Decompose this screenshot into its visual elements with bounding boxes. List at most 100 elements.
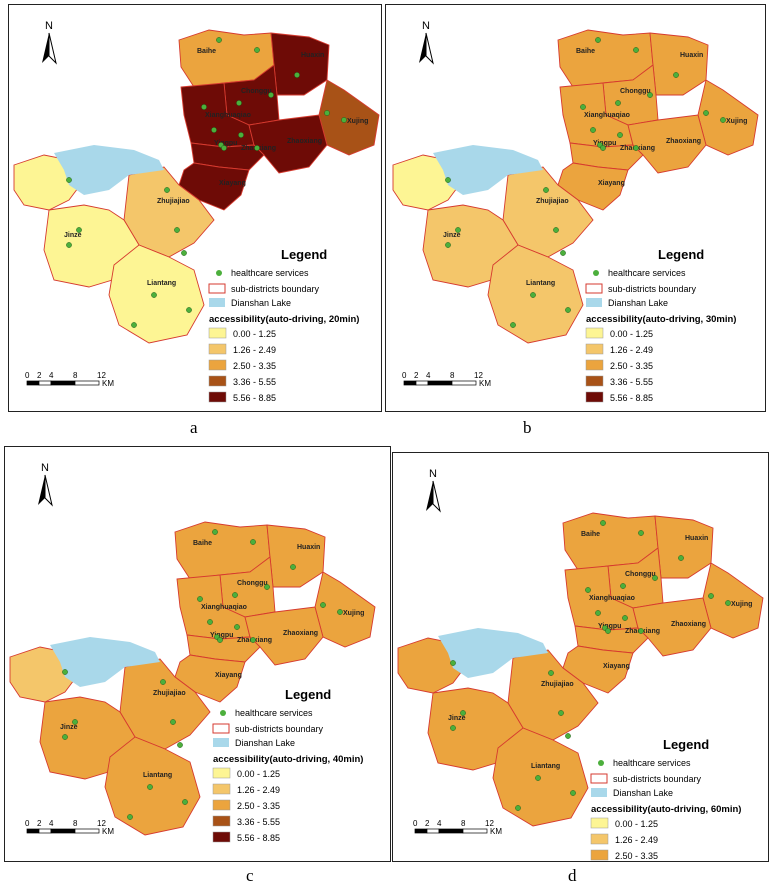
district-label: Xujing: [347, 118, 368, 125]
legend-boundary-label: sub-districts boundary: [235, 724, 324, 734]
district-label: Baihe: [576, 48, 595, 55]
scale-segment: [414, 828, 428, 834]
north-arrow-icon: [419, 32, 434, 65]
district-label: Baihe: [197, 48, 216, 55]
district-label: Yingpu: [210, 632, 233, 639]
scale-tick: 4: [437, 819, 442, 828]
legend-subtitle: accessibility(auto-driving, 60min): [591, 804, 741, 815]
legend-class-label: 2.50 - 3.35: [233, 361, 276, 371]
north-label: N: [41, 462, 49, 474]
healthcare-point: [147, 784, 153, 790]
healthcare-point: [232, 592, 238, 598]
district-xiayang: [562, 645, 634, 694]
dianshan-lake: [54, 145, 164, 195]
caption-b: b: [523, 418, 532, 437]
district-huaxin: [266, 524, 326, 588]
healthcare-point: [450, 660, 456, 666]
healthcare-point: [622, 615, 628, 621]
legend-title: Legend: [663, 737, 709, 752]
district-label: Chonggu: [237, 580, 268, 587]
district-label: Liantang: [143, 772, 172, 779]
legend-class-label: 5.56 - 8.85: [233, 393, 276, 403]
legend-healthcare-icon: [593, 270, 599, 276]
scale-segment: [74, 828, 100, 834]
healthcare-point: [341, 117, 347, 123]
healthcare-point: [590, 127, 596, 133]
legend-class-label: 3.36 - 5.55: [237, 817, 280, 827]
legend-boundary-icon: [208, 283, 226, 294]
healthcare-point: [633, 47, 639, 53]
legend-swatch: [208, 391, 227, 403]
north-label: N: [422, 20, 430, 32]
legend-class-label: 0.00 - 1.25: [233, 329, 276, 339]
legend: Legend healthcare services sub-districts b…: [585, 247, 736, 403]
healthcare-point: [560, 250, 566, 256]
district-label: Liantang: [526, 280, 555, 287]
district-label: Liantang: [531, 763, 560, 770]
healthcare-point: [450, 725, 456, 731]
scale-tick: 4: [49, 371, 54, 380]
scale-tick: 12: [485, 819, 494, 828]
district-label: Xujing: [726, 118, 747, 125]
healthcare-point: [585, 587, 591, 593]
caption-d: d: [568, 866, 577, 885]
healthcare-point: [708, 593, 714, 599]
legend-lake-label: Dianshan Lake: [235, 738, 295, 748]
healthcare-point: [186, 307, 192, 313]
district-label: Huaxin: [680, 52, 703, 59]
healthcare-point: [638, 530, 644, 536]
legend-swatch: [585, 327, 604, 339]
healthcare-point: [174, 227, 180, 233]
legend-swatch: [208, 375, 227, 387]
district-label: Chonggu: [241, 88, 272, 95]
legend-class-label: 5.56 - 8.85: [237, 833, 280, 843]
scale-tick: 0: [402, 371, 407, 380]
healthcare-point: [268, 92, 274, 98]
healthcare-point: [605, 628, 611, 634]
scale-tick: 2: [37, 371, 42, 380]
scale-tick: 4: [49, 819, 54, 828]
healthcare-point: [510, 322, 516, 328]
healthcare-point: [294, 72, 300, 78]
scale-tick: 8: [73, 819, 78, 828]
healthcare-point: [197, 596, 203, 602]
dianshan-lake: [433, 145, 543, 195]
healthcare-point: [131, 322, 137, 328]
legend-boundary-label: sub-districts boundary: [613, 774, 702, 784]
healthcare-point: [580, 104, 586, 110]
district-huaxin: [649, 32, 709, 96]
district-label: Huaxin: [301, 52, 324, 59]
healthcare-point: [254, 145, 260, 151]
district-xiayang: [174, 654, 246, 703]
map-panel-c: Baihe Huaxin Chonggu Xianghuaqiao Xujing Ying…: [4, 446, 391, 862]
scale-segment: [50, 380, 76, 386]
district-label: Baihe: [193, 540, 212, 547]
district-huaxin: [270, 32, 330, 96]
healthcare-point: [703, 110, 709, 116]
district-label: Zhujiajiao: [536, 198, 569, 205]
district-label: Huaxin: [685, 535, 708, 542]
scale-tick: 2: [37, 819, 42, 828]
healthcare-point: [66, 177, 72, 183]
healthcare-point: [535, 775, 541, 781]
legend-swatch: [212, 767, 231, 779]
legend-swatch: [212, 799, 231, 811]
scale-tick: 8: [461, 819, 466, 828]
healthcare-point: [565, 307, 571, 313]
scale-segment: [26, 380, 40, 386]
legend-healthcare-label: healthcare services: [235, 708, 313, 718]
legend-swatch: [208, 343, 227, 355]
healthcare-point: [76, 227, 82, 233]
healthcare-point: [181, 250, 187, 256]
healthcare-point: [324, 110, 330, 116]
district-label: Jinze: [443, 232, 461, 239]
north-arrow-icon: [42, 32, 57, 65]
healthcare-point: [543, 187, 549, 193]
map-body: Baihe Huaxin Chonggu Xianghuaqiao Xujing Ying…: [392, 29, 759, 344]
map-b: Baihe Huaxin Chonggu Xianghuaqiao Xujing Ying…: [392, 20, 759, 403]
north-label: N: [45, 20, 53, 32]
scale-tick: 0: [25, 371, 30, 380]
healthcare-point: [72, 719, 78, 725]
district-label: Xiayang: [598, 180, 625, 187]
map-panel-d: Baihe Huaxin Chonggu Xianghuaqiao Xujing Ying…: [392, 452, 769, 862]
